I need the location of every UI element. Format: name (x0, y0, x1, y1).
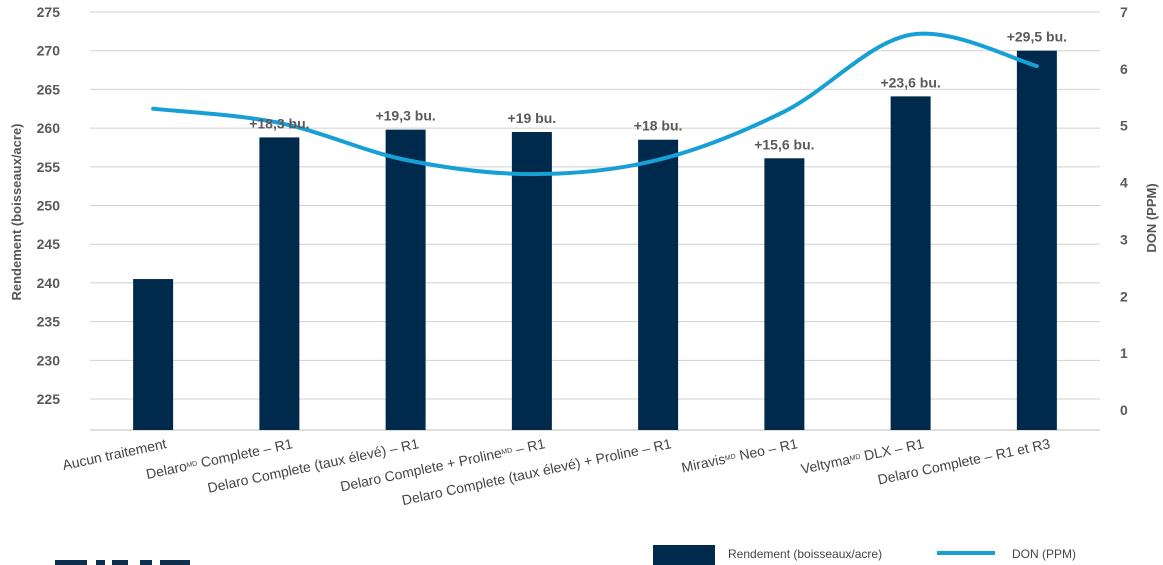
bar-data-label: +29,5 bu. (1007, 29, 1067, 45)
category-label: Delaro Complete (taux élevé) – R1 (206, 435, 420, 496)
bar (133, 279, 174, 430)
right-tick-label: 7 (1120, 4, 1128, 20)
right-tick-label: 1 (1120, 345, 1128, 361)
bar-data-label: +19,3 bu. (375, 108, 435, 124)
left-tick-label: 255 (37, 159, 61, 175)
bar (385, 129, 426, 431)
data-labels: +18,3 bu. +19,3 bu. +19 bu. +18 bu. +15,6 bu… (249, 29, 1067, 153)
line-series (151, 31, 1039, 177)
left-tick-label: 250 (37, 198, 61, 214)
left-tick-label: 260 (37, 120, 61, 136)
bar-data-label: +19 bu. (508, 110, 557, 126)
bar-series (133, 50, 1057, 431)
right-tick-label: 5 (1120, 118, 1128, 134)
bar (890, 96, 931, 430)
bar-data-label: +23,6 bu. (880, 74, 940, 90)
right-axis-ticks: 0 1 2 3 4 5 6 7 (1120, 4, 1128, 418)
right-tick-label: 0 (1120, 402, 1128, 418)
right-axis-title: DON (PPM) (1144, 183, 1159, 252)
bayer-logo-fragment (55, 560, 190, 565)
bar-data-label: +15,6 bu. (754, 136, 814, 152)
bar (638, 139, 679, 430)
bar (1016, 50, 1057, 430)
left-tick-label: 265 (37, 81, 61, 97)
legend: Rendement (boisseaux/acre) DON (PPM) (653, 545, 1076, 565)
bar (259, 137, 300, 430)
right-tick-label: 3 (1120, 231, 1128, 247)
left-tick-label: 245 (37, 236, 61, 252)
left-tick-label: 225 (37, 391, 61, 407)
right-tick-label: 6 (1120, 61, 1128, 77)
right-tick-label: 2 (1120, 288, 1128, 304)
gridlines (90, 11, 1100, 431)
bar-data-label: +18 bu. (634, 118, 683, 134)
bar (764, 158, 805, 431)
left-tick-label: 275 (37, 4, 61, 20)
bar (511, 131, 552, 430)
left-axis-title: Rendement (boisseaux/acre) (9, 123, 24, 300)
left-tick-label: 270 (37, 43, 61, 59)
category-label: MiravisMD Neo – R1 (680, 435, 799, 475)
left-tick-label: 235 (37, 314, 61, 330)
left-tick-label: 230 (37, 352, 61, 368)
legend-label-yield: Rendement (boisseaux/acre) (728, 547, 882, 561)
legend-swatch-yield (653, 545, 715, 565)
left-tick-label: 240 (37, 275, 61, 291)
left-axis-ticks: 225 230 235 240 245 250 255 260 265 270 275 (37, 4, 61, 407)
bar-data-label: +18,3 bu. (249, 115, 309, 131)
right-tick-label: 4 (1120, 175, 1128, 191)
legend-label-don: DON (PPM) (1012, 547, 1076, 561)
don-line (151, 31, 1039, 177)
